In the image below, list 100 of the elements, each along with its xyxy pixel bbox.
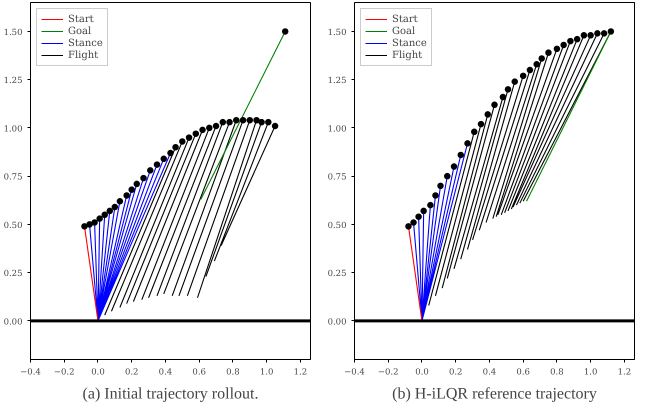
text: (b) H-iLQR reference trajectory bbox=[392, 386, 597, 402]
point bbox=[86, 221, 93, 228]
y-tick-label: 0.50 bbox=[4, 220, 23, 231]
x-tick-label: −0.4 bbox=[20, 368, 41, 378]
point bbox=[484, 111, 492, 118]
x-tick-label: 0.8 bbox=[226, 368, 240, 378]
x-tick-label: −0.2 bbox=[378, 368, 399, 378]
y-tick-label: 0.00 bbox=[4, 317, 23, 328]
point bbox=[504, 86, 512, 93]
point bbox=[226, 118, 233, 126]
point bbox=[240, 116, 246, 124]
point bbox=[199, 126, 206, 134]
x-tick-label: 0.6 bbox=[516, 368, 530, 378]
x-tick-label: 1.2 bbox=[618, 368, 632, 378]
point bbox=[282, 28, 288, 35]
y-tick-label: 1.50 bbox=[328, 28, 347, 38]
point bbox=[491, 102, 498, 108]
x-tick-label: 0.4 bbox=[158, 368, 172, 378]
y-tick-label: 0.00 bbox=[328, 317, 347, 328]
point bbox=[192, 130, 200, 137]
point bbox=[574, 36, 580, 42]
x-tick-label: 0.6 bbox=[192, 368, 206, 378]
legend-label: Flight bbox=[68, 49, 98, 61]
point bbox=[206, 124, 213, 132]
x-tick-label: 0.0 bbox=[91, 368, 105, 378]
point bbox=[500, 94, 506, 100]
point bbox=[272, 122, 278, 130]
y-tick-label: 1.50 bbox=[4, 28, 23, 38]
point bbox=[420, 208, 427, 214]
point bbox=[186, 134, 192, 141]
point bbox=[545, 49, 552, 56]
point bbox=[258, 118, 265, 126]
point bbox=[265, 118, 272, 126]
point bbox=[96, 215, 103, 222]
point bbox=[220, 118, 226, 126]
x-tick-label: 0.8 bbox=[550, 368, 564, 378]
point bbox=[594, 30, 601, 37]
point bbox=[471, 128, 478, 136]
point bbox=[554, 46, 560, 52]
legend-label: Stance bbox=[392, 37, 427, 49]
point bbox=[600, 30, 608, 37]
point bbox=[560, 42, 567, 48]
point bbox=[123, 192, 130, 199]
point bbox=[81, 223, 88, 230]
legend-label: Start bbox=[68, 13, 94, 25]
point bbox=[212, 122, 220, 130]
y-tick-label: 1.25 bbox=[4, 76, 23, 86]
point bbox=[432, 192, 439, 199]
x-tick-label: −0.4 bbox=[344, 368, 365, 378]
legend-label: Stance bbox=[68, 37, 103, 49]
y-tick-label: 1.25 bbox=[328, 76, 347, 86]
point bbox=[415, 213, 422, 220]
point bbox=[179, 138, 186, 145]
point bbox=[246, 116, 254, 124]
point bbox=[134, 180, 140, 188]
point bbox=[101, 212, 108, 218]
y-tick-label: 1.00 bbox=[328, 124, 347, 134]
point bbox=[405, 223, 412, 230]
point bbox=[511, 78, 518, 85]
point bbox=[437, 182, 444, 190]
point bbox=[253, 116, 260, 124]
y-tick-label: 1.00 bbox=[4, 124, 23, 134]
point bbox=[444, 172, 451, 180]
point bbox=[140, 174, 147, 182]
point bbox=[167, 150, 174, 156]
point bbox=[608, 28, 614, 35]
y-tick-label: 0.75 bbox=[328, 172, 347, 183]
point bbox=[116, 198, 124, 205]
point bbox=[567, 38, 574, 44]
point bbox=[538, 55, 545, 62]
legend-label: Goal bbox=[392, 25, 416, 37]
point bbox=[458, 152, 464, 158]
y-tick-label: 0.50 bbox=[328, 220, 347, 231]
x-tick-label: 0.0 bbox=[415, 368, 429, 378]
point bbox=[478, 120, 484, 128]
legend-label: Goal bbox=[68, 25, 92, 37]
legend-label: Flight bbox=[392, 49, 422, 61]
x-tick-label: 0.2 bbox=[124, 368, 138, 378]
x-tick-label: −0.2 bbox=[54, 368, 75, 378]
point bbox=[533, 61, 540, 68]
point bbox=[160, 156, 168, 162]
legend-label: Start bbox=[392, 13, 418, 25]
text: (a) Initial trajectory rollout. bbox=[82, 386, 258, 402]
y-tick-label: 0.25 bbox=[328, 269, 347, 280]
point bbox=[520, 72, 526, 80]
point bbox=[128, 186, 135, 193]
x-tick-label: 1.0 bbox=[584, 368, 598, 378]
point bbox=[464, 140, 471, 147]
x-tick-label: 0.2 bbox=[448, 368, 462, 378]
point bbox=[147, 167, 154, 174]
point bbox=[112, 204, 118, 210]
point bbox=[427, 202, 434, 208]
point bbox=[410, 219, 417, 226]
point bbox=[154, 161, 160, 168]
point bbox=[580, 32, 588, 39]
point bbox=[450, 163, 458, 170]
point bbox=[106, 208, 114, 214]
point bbox=[526, 66, 534, 74]
point bbox=[233, 116, 240, 124]
point bbox=[172, 144, 179, 150]
